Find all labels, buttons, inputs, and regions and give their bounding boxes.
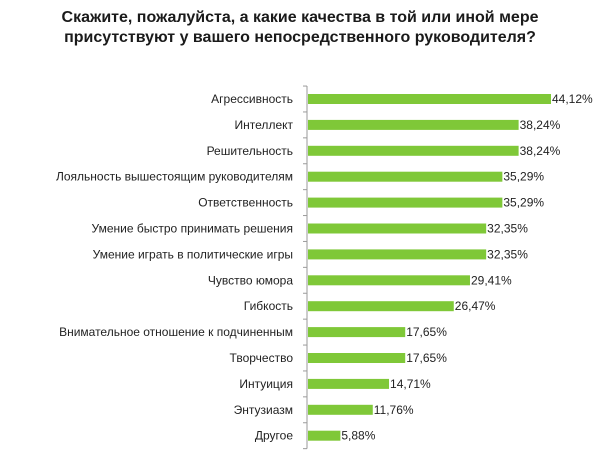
category-label: Творчество [230,351,294,365]
bar [308,353,406,363]
category-label: Интуиция [239,377,293,391]
bar [308,404,373,415]
value-label: 38,24% [520,118,561,132]
category-label: Умение быстро принимать решения [92,222,293,236]
bar [308,430,341,441]
value-label: 14,71% [390,377,431,391]
bar [308,249,487,260]
bar [308,275,470,286]
category-label: Умение играть в политические игры [93,247,293,261]
value-label: 17,65% [406,351,447,365]
category-label: Решительность [207,144,293,158]
bar [308,197,503,208]
value-label: 5,88% [341,429,375,443]
chart-title: Скажите, пожалуйста, а какие качества в … [61,9,539,46]
bar [308,119,519,130]
bar [308,223,487,234]
category-label: Агрессивность [211,92,293,106]
category-label: Лояльность вышестоящим руководителям [56,170,293,184]
value-label: 32,35% [487,247,528,261]
value-label: 17,65% [406,325,447,339]
value-label: 32,35% [487,222,528,236]
category-label: Гибкость [244,299,293,313]
value-label: 11,76% [374,403,414,417]
category-label: Внимательное отношение к подчиненным [59,325,293,339]
value-label: 35,29% [503,196,544,210]
value-label: 35,29% [503,170,544,184]
bar [308,378,390,389]
category-label: Чувство юмора [208,273,293,287]
category-label: Другое [255,429,293,443]
bar [308,171,503,182]
value-label: 26,47% [455,299,496,313]
category-label: Ответственность [198,196,293,210]
bar [308,301,454,312]
value-label: 38,24% [520,144,561,158]
bar [308,94,551,104]
value-label: 29,41% [471,273,512,287]
category-label: Энтузиазм [234,403,293,417]
bar [308,327,406,338]
value-label: 44,12% [552,92,593,106]
category-label: Интеллект [235,118,294,132]
bar [308,145,519,156]
